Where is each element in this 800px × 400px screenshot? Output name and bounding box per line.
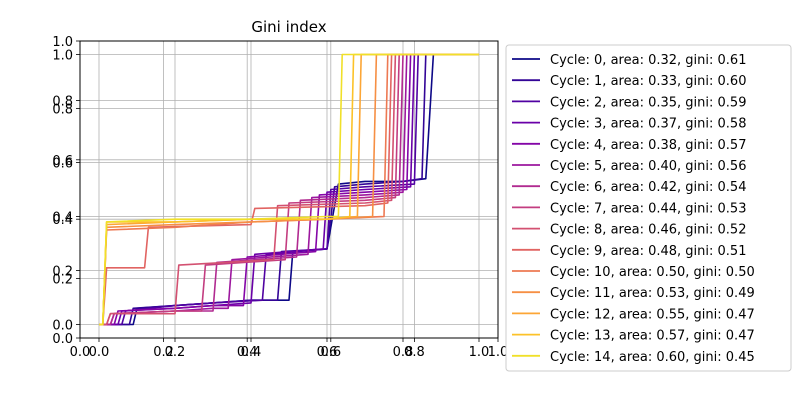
legend-entry-label: Cycle: 14, area: 0.60, gini: 0.45: [550, 350, 755, 365]
inner-ytick-label: 0.4: [52, 211, 73, 226]
inner-xtick-label: 0.8: [393, 345, 414, 360]
outer-xtick-label: 1.0: [488, 345, 509, 360]
series-line-cycle-6: [99, 53, 479, 326]
series-line-cycle-14: [99, 53, 479, 326]
outer-xtick-label: 0.8: [404, 345, 425, 360]
axes: [76, 40, 499, 342]
outer-xtick-label: 0.4: [237, 345, 258, 360]
legend-entry-label: Cycle: 12, area: 0.55, gini: 0.47: [550, 307, 755, 322]
inner-xtick-label: 0.6: [317, 345, 338, 360]
inner-xtick-label: 0.0: [89, 345, 110, 360]
legend-entry-label: Cycle: 5, area: 0.40, gini: 0.56: [550, 159, 746, 174]
inner-xtick-label: 0.4: [241, 345, 262, 360]
inner-xtick-label: 1.0: [469, 345, 490, 360]
outer-ytick-label: 1.0: [52, 35, 73, 50]
grid: [79, 40, 499, 339]
inner-ytick-label: 1.0: [52, 49, 73, 64]
legend-entry-label: Cycle: 11, area: 0.53, gini: 0.49: [550, 286, 755, 301]
inner-ytick-label: 0.0: [52, 319, 73, 334]
outer-ytick-label: 0.6: [52, 154, 73, 169]
outer-ytick-label: 0.2: [52, 273, 73, 288]
legend-entry-label: Cycle: 13, area: 0.57, gini: 0.47: [550, 329, 755, 344]
series-line-cycle-8: [99, 53, 479, 326]
series-line-cycle-9: [99, 53, 479, 326]
legend-entry-label: Cycle: 7, area: 0.44, gini: 0.53: [550, 201, 746, 216]
inner-ytick-label: 0.8: [52, 103, 73, 118]
legend-box: [505, 44, 792, 372]
series-line-cycle-4: [99, 53, 479, 326]
legend-entry-label: Cycle: 1, area: 0.33, gini: 0.60: [550, 74, 746, 89]
chart-title: Gini index: [251, 18, 326, 36]
outer-ytick-label: 0.8: [52, 94, 73, 109]
outer-xtick-label: 0.0: [70, 345, 91, 360]
outer-xtick-label: 0.2: [153, 345, 174, 360]
tick-labels: 0.0 0.2 0.4 0.6 0.8 1.00.00.20.40.60.81.00.0 0…: [52, 35, 508, 360]
legend-entry-label: Cycle: 3, area: 0.37, gini: 0.58: [550, 117, 746, 132]
outer-ytick-label: 0.4: [52, 213, 73, 228]
outer-ytick-label: 0.0: [52, 332, 73, 347]
inner-ytick-label: 0.6: [52, 157, 73, 172]
legend-entry-label: Cycle: 10, area: 0.50, gini: 0.50: [550, 265, 755, 280]
legend-entry-label: Cycle: 4, area: 0.38, gini: 0.57: [550, 138, 746, 153]
outer-xtick-label: 0.6: [320, 345, 341, 360]
legend-entry-label: Cycle: 0, area: 0.32, gini: 0.61: [550, 53, 746, 68]
legend: Cycle: 0, area: 0.32, gini: 0.61 Cycle: 1…: [505, 44, 792, 372]
legend-entry-label: Cycle: 6, area: 0.42, gini: 0.54: [550, 180, 746, 195]
inner-ytick-label: 0.2: [52, 265, 73, 280]
legend-entry-label: Cycle: 2, area: 0.35, gini: 0.59: [550, 95, 746, 110]
series-lines: [99, 53, 479, 326]
legend-entry-label: Cycle: 8, area: 0.46, gini: 0.52: [550, 223, 746, 238]
legend-entry-label: Cycle: 9, area: 0.48, gini: 0.51: [550, 244, 746, 259]
axes-frame: [79, 40, 499, 339]
inner-xtick-label: 0.2: [165, 345, 186, 360]
